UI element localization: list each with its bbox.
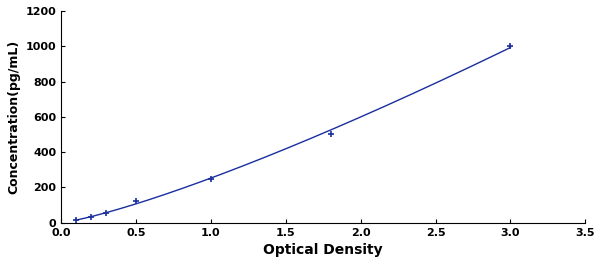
X-axis label: Optical Density: Optical Density [264, 243, 383, 257]
Y-axis label: Concentration(pg/mL): Concentration(pg/mL) [7, 40, 20, 194]
